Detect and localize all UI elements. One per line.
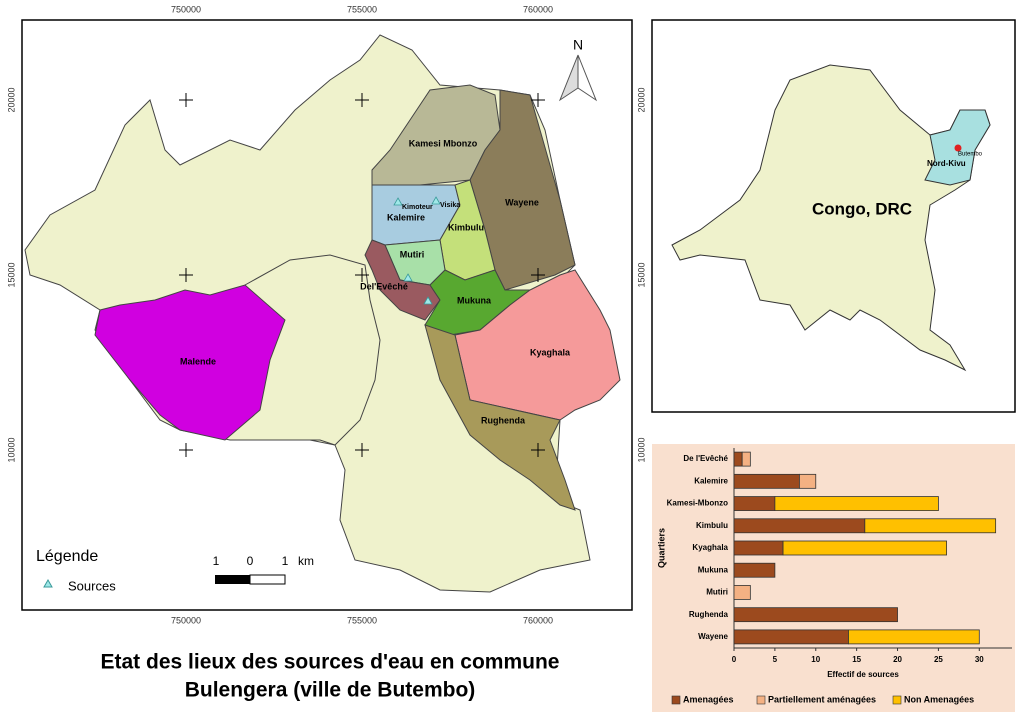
legend-label: Partiellement aménagées bbox=[768, 694, 876, 704]
coord-label: 10000 bbox=[6, 437, 16, 462]
region-malende bbox=[94, 284, 286, 441]
x-tick-label: 20 bbox=[893, 655, 902, 664]
region-label: Mukuna bbox=[457, 295, 492, 305]
x-tick-label: 30 bbox=[975, 655, 984, 664]
region-label: Mutiri bbox=[400, 249, 425, 259]
bar-segment bbox=[848, 629, 980, 645]
coord-label: 15000 bbox=[636, 262, 646, 287]
bar-segment bbox=[733, 518, 866, 534]
x-axis-label: Effectif de sources bbox=[827, 670, 899, 679]
scale-bar bbox=[215, 575, 250, 584]
legend-title: Légende bbox=[36, 548, 98, 565]
y-tick-label: Rughenda bbox=[689, 610, 729, 619]
scale-bar bbox=[249, 574, 286, 585]
coord-label: 750000 bbox=[171, 615, 201, 625]
title-line: Bulengera (ville de Butembo) bbox=[185, 679, 476, 702]
y-tick-label: Mukuna bbox=[698, 565, 729, 574]
y-tick-label: Wayene bbox=[698, 632, 728, 641]
butembo-dot bbox=[954, 144, 962, 152]
bar-segment bbox=[774, 496, 939, 511]
region-label: Del'Evêché bbox=[360, 281, 408, 291]
scale-label: 1 bbox=[213, 554, 220, 568]
title-line: Etat des lieux des sources d'eau en comm… bbox=[101, 651, 560, 674]
region-label: Rughenda bbox=[481, 415, 526, 425]
sources bbox=[393, 196, 441, 305]
y-tick-label: Mutiri bbox=[706, 588, 728, 597]
region-label: Kalemire bbox=[387, 212, 425, 222]
region-label: Kyaghala bbox=[530, 347, 571, 357]
y-tick-label: Kyaghala bbox=[692, 543, 728, 552]
legend-swatch bbox=[756, 695, 766, 705]
x-tick-label: 15 bbox=[852, 655, 861, 664]
north-label: N bbox=[573, 37, 583, 53]
coord-label: 15000 bbox=[6, 262, 16, 287]
bar-segment bbox=[733, 451, 743, 467]
region-label: Kamesi Mbonzo bbox=[409, 138, 478, 148]
legend-symbol bbox=[43, 578, 53, 588]
region-kyaghala bbox=[454, 269, 621, 421]
coord-label: 20000 bbox=[636, 87, 646, 112]
source bbox=[403, 273, 413, 282]
legend-item: Sources bbox=[68, 578, 116, 593]
boundary bbox=[230, 439, 336, 446]
x-tick-label: 5 bbox=[773, 655, 778, 664]
x-tick-label: 0 bbox=[732, 655, 737, 664]
drc-shape bbox=[671, 64, 991, 372]
scale-unit: km bbox=[298, 554, 314, 568]
bar-segment bbox=[733, 562, 776, 578]
legend-label: Amenagées bbox=[683, 694, 734, 704]
y-tick-label: De l'Evêché bbox=[683, 454, 728, 463]
coord-label: 20000 bbox=[6, 87, 16, 112]
region-label: Malende bbox=[180, 356, 216, 366]
boundary bbox=[244, 254, 381, 446]
bar-segment bbox=[864, 518, 997, 534]
bar-segment bbox=[741, 451, 751, 467]
source bbox=[423, 296, 433, 305]
bar-segment bbox=[733, 496, 776, 511]
bar-segment bbox=[782, 540, 947, 556]
region-label: Wayene bbox=[505, 197, 539, 207]
y-tick-label: Kimbulu bbox=[696, 521, 728, 530]
coord-label: 10000 bbox=[636, 437, 646, 462]
y-tick-label: Kamesi-Mbonzo bbox=[667, 499, 728, 508]
bar-segment bbox=[799, 473, 817, 489]
province-label: Nord-Kivu bbox=[927, 159, 966, 168]
coord-label: 755000 bbox=[347, 615, 377, 625]
coord-label: 760000 bbox=[523, 615, 553, 625]
country-label: Congo, DRC bbox=[812, 199, 912, 218]
city-label: Butembo bbox=[958, 152, 983, 158]
source bbox=[393, 197, 403, 206]
bar-segment bbox=[733, 629, 849, 645]
bar-segment bbox=[733, 585, 751, 600]
source bbox=[431, 196, 441, 205]
coord-label: 760000 bbox=[523, 4, 553, 14]
chart-panel bbox=[652, 444, 1015, 712]
bar-segment bbox=[733, 607, 898, 623]
bar-segment bbox=[733, 473, 800, 489]
north-arrow bbox=[577, 54, 598, 102]
bar-segment bbox=[733, 540, 784, 556]
y-axis-label: Quartiers bbox=[656, 528, 666, 568]
y-tick-label: Kalemire bbox=[694, 476, 728, 485]
legend-label: Non Amenagées bbox=[904, 694, 974, 704]
legend-swatch bbox=[671, 695, 681, 705]
scale-label: 1 bbox=[282, 554, 289, 568]
scale-label: 0 bbox=[247, 554, 254, 568]
coord-label: 750000 bbox=[171, 4, 201, 14]
coord-label: 755000 bbox=[347, 4, 377, 14]
source-label: Visika bbox=[440, 202, 460, 209]
region-label: Kimbulu bbox=[448, 222, 484, 232]
region-rughenda bbox=[424, 324, 576, 511]
x-tick-label: 10 bbox=[811, 655, 820, 664]
legend-swatch bbox=[892, 695, 902, 705]
x-tick-label: 25 bbox=[934, 655, 943, 664]
region-deleveche bbox=[364, 239, 441, 321]
source-label: Kimoteur bbox=[402, 204, 433, 211]
